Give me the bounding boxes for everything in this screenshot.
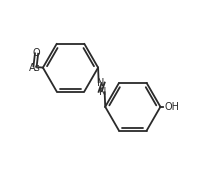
Text: As: As <box>29 63 41 73</box>
Text: O: O <box>33 48 40 57</box>
Text: OH: OH <box>165 102 180 112</box>
Text: N: N <box>97 78 104 88</box>
Text: N: N <box>99 87 106 97</box>
